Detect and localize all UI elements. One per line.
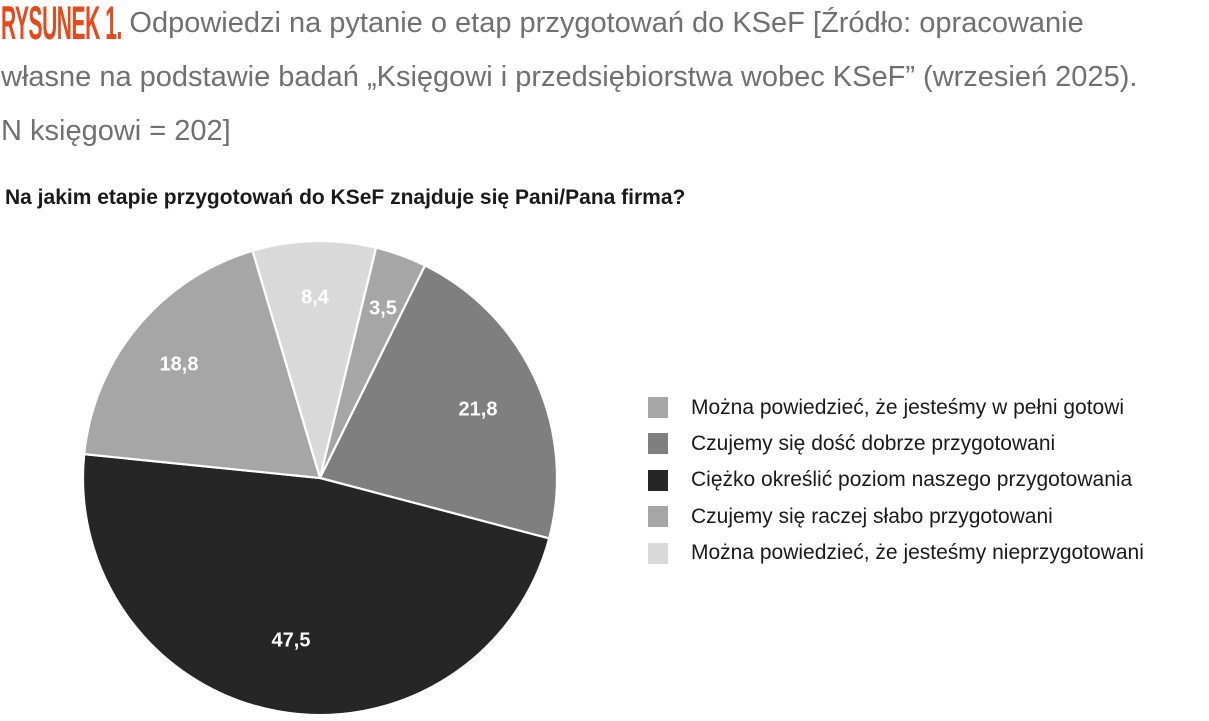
svg-text:21,8: 21,8 (459, 398, 498, 420)
svg-text:47,5: 47,5 (272, 629, 311, 651)
svg-text:8,4: 8,4 (301, 286, 330, 308)
svg-text:18,8: 18,8 (160, 353, 199, 375)
svg-text:3,5: 3,5 (369, 297, 397, 319)
